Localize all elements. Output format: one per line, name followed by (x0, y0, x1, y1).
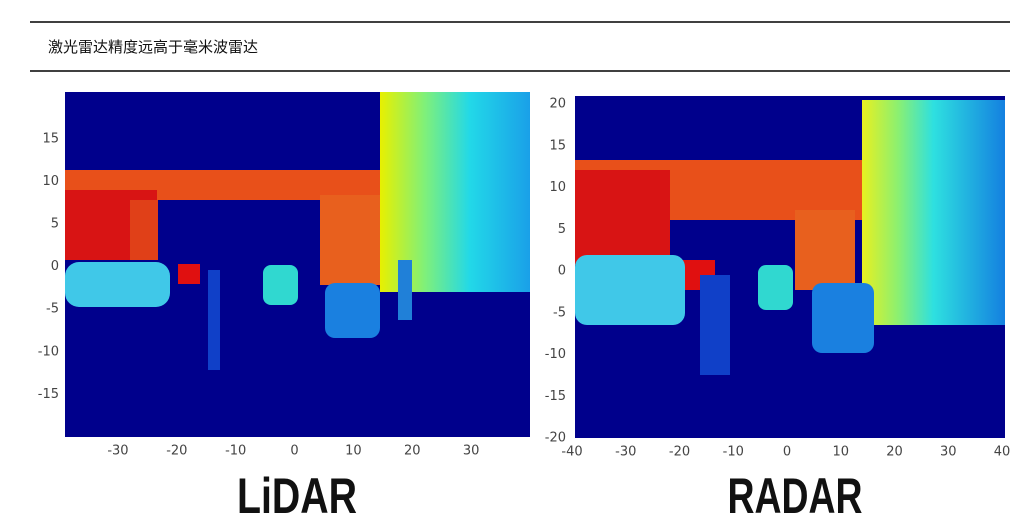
x-tick-label: 30 (940, 445, 957, 460)
x-tick-label: -20 (669, 445, 690, 460)
x-tick-label: -30 (107, 444, 128, 459)
y-tick-label: 20 (549, 97, 566, 112)
y-tick-label: 0 (558, 264, 566, 279)
x-tick-label: 30 (463, 444, 480, 459)
y-tick-label: -20 (545, 431, 566, 446)
radar-image (575, 96, 1005, 438)
x-tick-label: 20 (886, 445, 903, 460)
x-tick-label: 20 (404, 444, 421, 459)
y-tick-label: 5 (558, 222, 566, 237)
x-tick-label: 10 (345, 444, 362, 459)
x-tick-label: -10 (225, 444, 246, 459)
y-tick-label: -10 (38, 344, 59, 359)
panel-label: RADAR (728, 468, 863, 524)
lidar-image (65, 92, 530, 437)
x-tick-label: 0 (783, 445, 791, 460)
x-tick-label: 40 (994, 445, 1011, 460)
x-tick-label: -40 (561, 445, 582, 460)
y-tick-label: 0 (51, 259, 59, 274)
x-tick-label: -30 (615, 445, 636, 460)
y-tick-label: -15 (545, 389, 566, 404)
panel-label: LiDAR (237, 468, 357, 524)
x-tick-label: 0 (290, 444, 298, 459)
x-tick-label: -20 (166, 444, 187, 459)
y-tick-label: 10 (549, 180, 566, 195)
y-tick-label: -5 (46, 302, 59, 317)
y-tick-label: -5 (553, 305, 566, 320)
y-tick-label: -10 (545, 347, 566, 362)
y-tick-label: -15 (38, 387, 59, 402)
y-tick-label: 5 (51, 217, 59, 232)
x-tick-label: 10 (832, 445, 849, 460)
y-tick-label: 10 (42, 174, 59, 189)
x-tick-label: -10 (723, 445, 744, 460)
y-tick-label: 15 (42, 131, 59, 146)
y-tick-label: 15 (549, 138, 566, 153)
header-title: 激光雷达精度远高于毫米波雷达 (48, 38, 258, 56)
